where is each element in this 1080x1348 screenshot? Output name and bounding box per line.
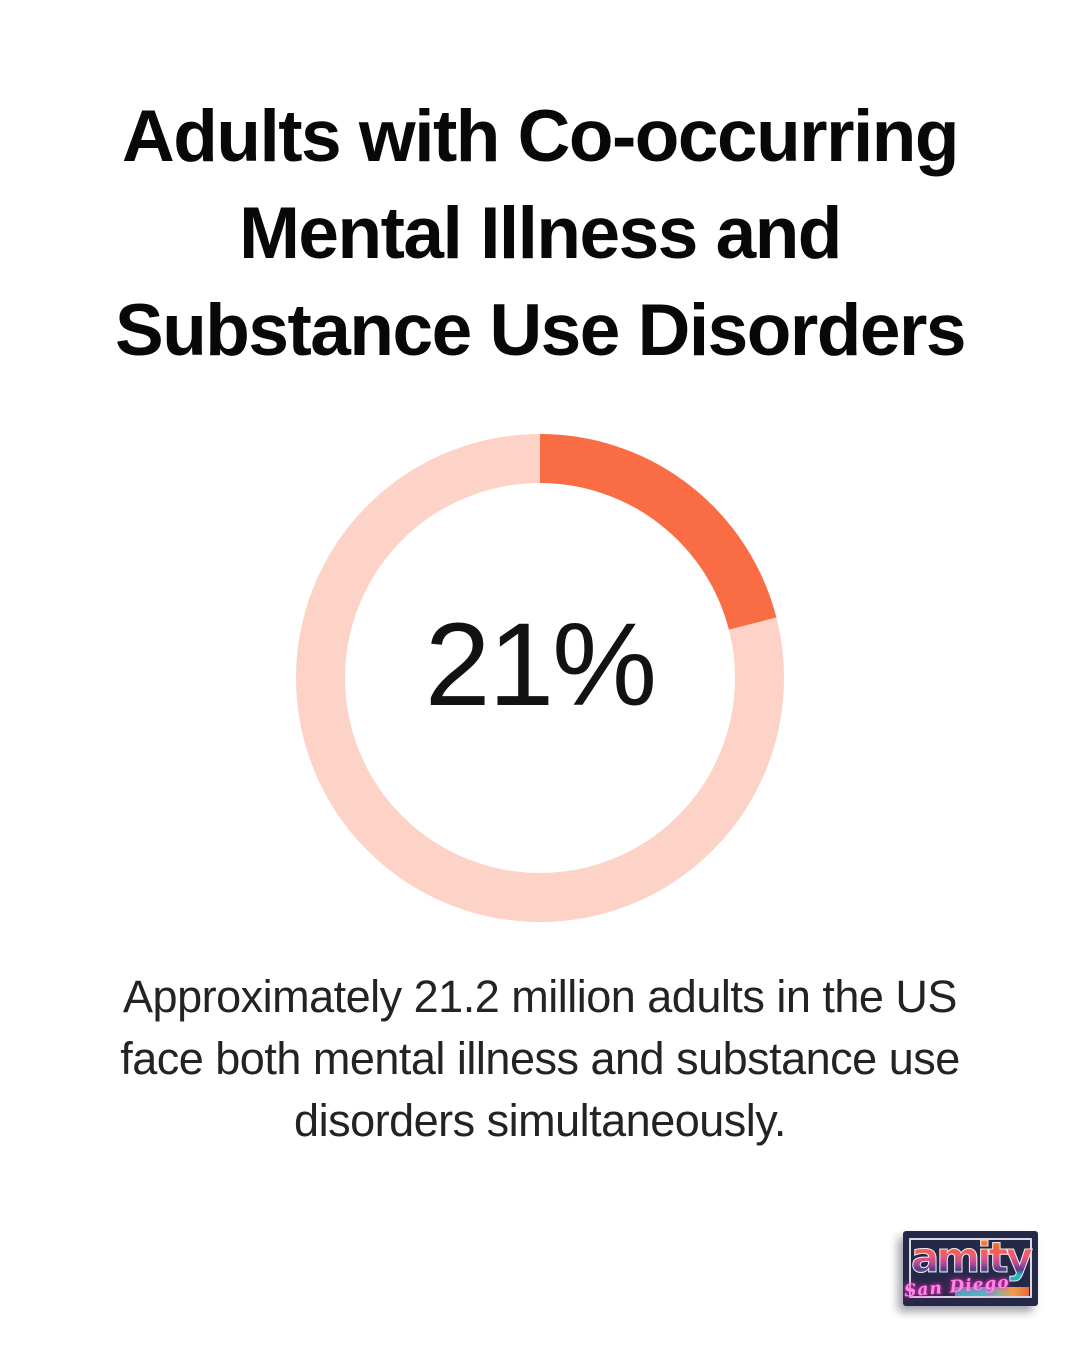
logo-frame [909,1238,1032,1298]
page-title: Adults with Co-occurring Mental Illness … [0,88,1080,379]
logo-brand-text: amity [903,1233,1038,1282]
title-line-3: Substance Use Disorders [115,290,966,371]
title-line-1: Adults with Co-occurring [122,96,959,177]
donut-chart: 21% [295,433,785,923]
donut-segment-adults [296,434,784,922]
description-line-2: face both mental illness and substance u… [120,1033,960,1084]
logo-water-stripe [955,1287,1029,1296]
title-line-2: Mental Illness and [239,193,842,274]
description-text: Approximately 21.2 million adults in the… [0,966,1080,1152]
description-line-1: Approximately 21.2 million adults in the… [123,971,957,1022]
donut-center-label: 21% [424,599,657,731]
amity-san-diego-logo: amity San Diego [903,1231,1038,1306]
description-line-3: disorders simultaneously. [294,1095,786,1146]
donut-chart-svg [296,434,784,922]
